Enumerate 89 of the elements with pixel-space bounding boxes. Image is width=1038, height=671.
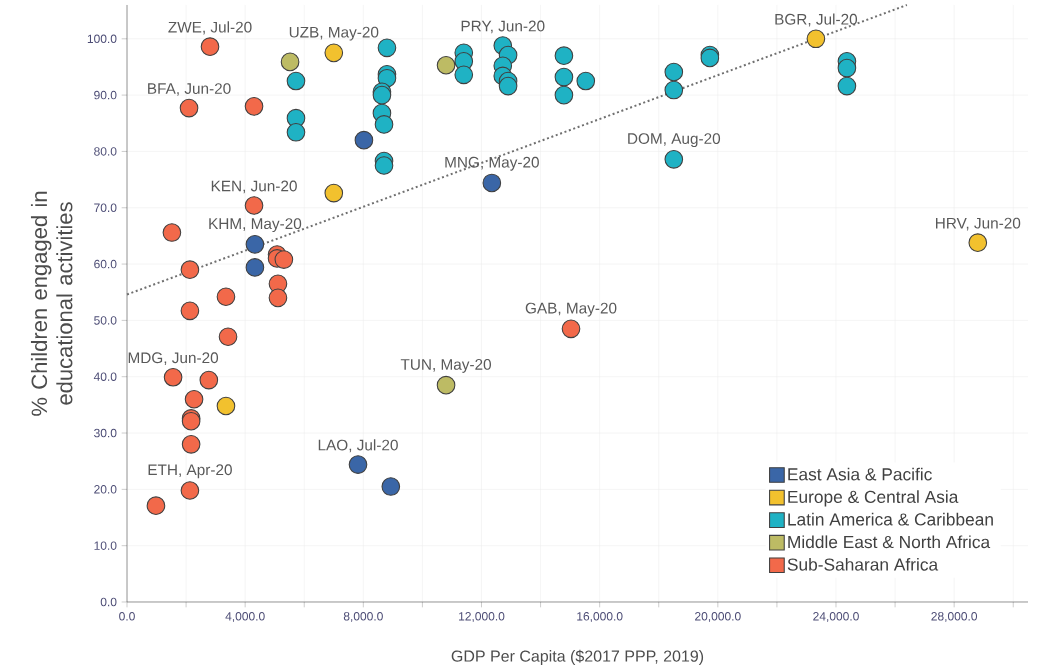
x-tick-label: 24,000.0 xyxy=(813,612,859,622)
x-axis-title: GDP Per Capita ($2017 PPP, 2019) xyxy=(451,649,704,665)
annotation: TUN, May-20 xyxy=(400,359,492,373)
annotation: UZB, May-20 xyxy=(289,26,379,41)
point xyxy=(436,55,456,75)
x-tick-label: 28,000.0 xyxy=(931,612,978,622)
annotation: DOM, Aug-20 xyxy=(628,133,721,148)
point xyxy=(498,76,518,96)
annotation: KEN, Jun-20 xyxy=(211,180,297,194)
point xyxy=(181,434,201,454)
point xyxy=(664,80,684,100)
point xyxy=(199,370,219,390)
point xyxy=(216,396,236,416)
x-tick-label: 4,000.0 xyxy=(225,612,265,622)
point xyxy=(968,233,988,253)
legend-label: Latin America & Caribbean xyxy=(788,512,993,526)
annotation: ZWE, Jul-20 xyxy=(168,21,252,35)
point xyxy=(180,481,200,500)
point xyxy=(561,319,581,339)
point xyxy=(806,29,826,49)
point xyxy=(837,58,857,78)
point xyxy=(244,196,264,215)
x-tick-label: 16,000.0 xyxy=(577,612,623,622)
point xyxy=(218,327,238,347)
y-tick-label: 90.0 xyxy=(94,90,117,100)
annotation: ETH, Apr-20 xyxy=(148,464,232,479)
annotation: GAB, May-20 xyxy=(525,302,617,317)
point xyxy=(244,97,264,116)
point xyxy=(482,173,502,193)
annotation: HRV, Jun-20 xyxy=(936,217,1021,231)
point xyxy=(245,235,265,254)
legend-label: Europe & Central Asia xyxy=(788,490,959,507)
point xyxy=(216,287,236,307)
annotation: PRY, Jun-20 xyxy=(461,20,545,34)
point xyxy=(554,85,574,105)
point xyxy=(280,52,300,72)
annotation: LAO, Jul-20 xyxy=(318,439,398,453)
point xyxy=(163,367,183,387)
point xyxy=(162,223,182,242)
annotation: MDG, Jun-20 xyxy=(128,352,219,366)
legend-label: Middle East & North Africa xyxy=(788,535,991,549)
point xyxy=(837,76,857,96)
point xyxy=(576,71,596,91)
point xyxy=(180,260,200,280)
y-tick-label: 20.0 xyxy=(94,485,117,494)
point xyxy=(286,122,306,142)
point xyxy=(179,98,199,118)
x-tick-label: 8,000.0 xyxy=(343,612,383,622)
point xyxy=(374,115,394,134)
point xyxy=(664,149,684,169)
y-tick-label: 60.0 xyxy=(94,259,117,269)
point xyxy=(200,37,220,57)
point xyxy=(348,455,368,474)
y-tick-label: 80.0 xyxy=(94,147,117,156)
point xyxy=(245,258,265,277)
y-tick-label: 30.0 xyxy=(94,428,117,438)
point xyxy=(354,130,374,150)
annotation: BFA, Jun-20 xyxy=(148,83,231,96)
x-tick-label: 0.0 xyxy=(119,612,135,621)
y-tick-label: 70.0 xyxy=(94,203,117,213)
y-tick-label: 10.0 xyxy=(94,541,117,550)
point xyxy=(324,183,344,203)
y-tick-label: 50.0 xyxy=(94,316,117,325)
point xyxy=(454,65,474,85)
legend-label: East Asia & Pacific xyxy=(788,467,932,481)
point xyxy=(381,477,401,496)
point xyxy=(436,375,456,395)
legend-label: Sub-Saharan Africa xyxy=(787,557,939,571)
annotation: MNG, May-20 xyxy=(445,156,539,171)
point xyxy=(554,67,574,87)
x-tick-label: 20,000.0 xyxy=(695,612,741,622)
point xyxy=(374,156,394,175)
point xyxy=(377,38,397,58)
point xyxy=(268,288,288,308)
point xyxy=(554,46,574,66)
point xyxy=(184,389,204,409)
annotation: KHM, May-20 xyxy=(209,218,302,233)
point xyxy=(180,301,200,321)
annotation: BGR, Jul-20 xyxy=(775,13,858,27)
point xyxy=(324,43,344,63)
y-tick-label: 100.0 xyxy=(87,34,117,44)
point xyxy=(286,71,306,91)
x-tick-label: 12,000.0 xyxy=(459,612,505,622)
y-tick-label: 0.0 xyxy=(100,597,117,607)
point xyxy=(664,62,684,82)
y-tick-label: 40.0 xyxy=(93,372,117,381)
point xyxy=(146,496,166,516)
point xyxy=(274,250,294,269)
y-axis-title: % Children engaged in educational activities xyxy=(30,191,73,416)
